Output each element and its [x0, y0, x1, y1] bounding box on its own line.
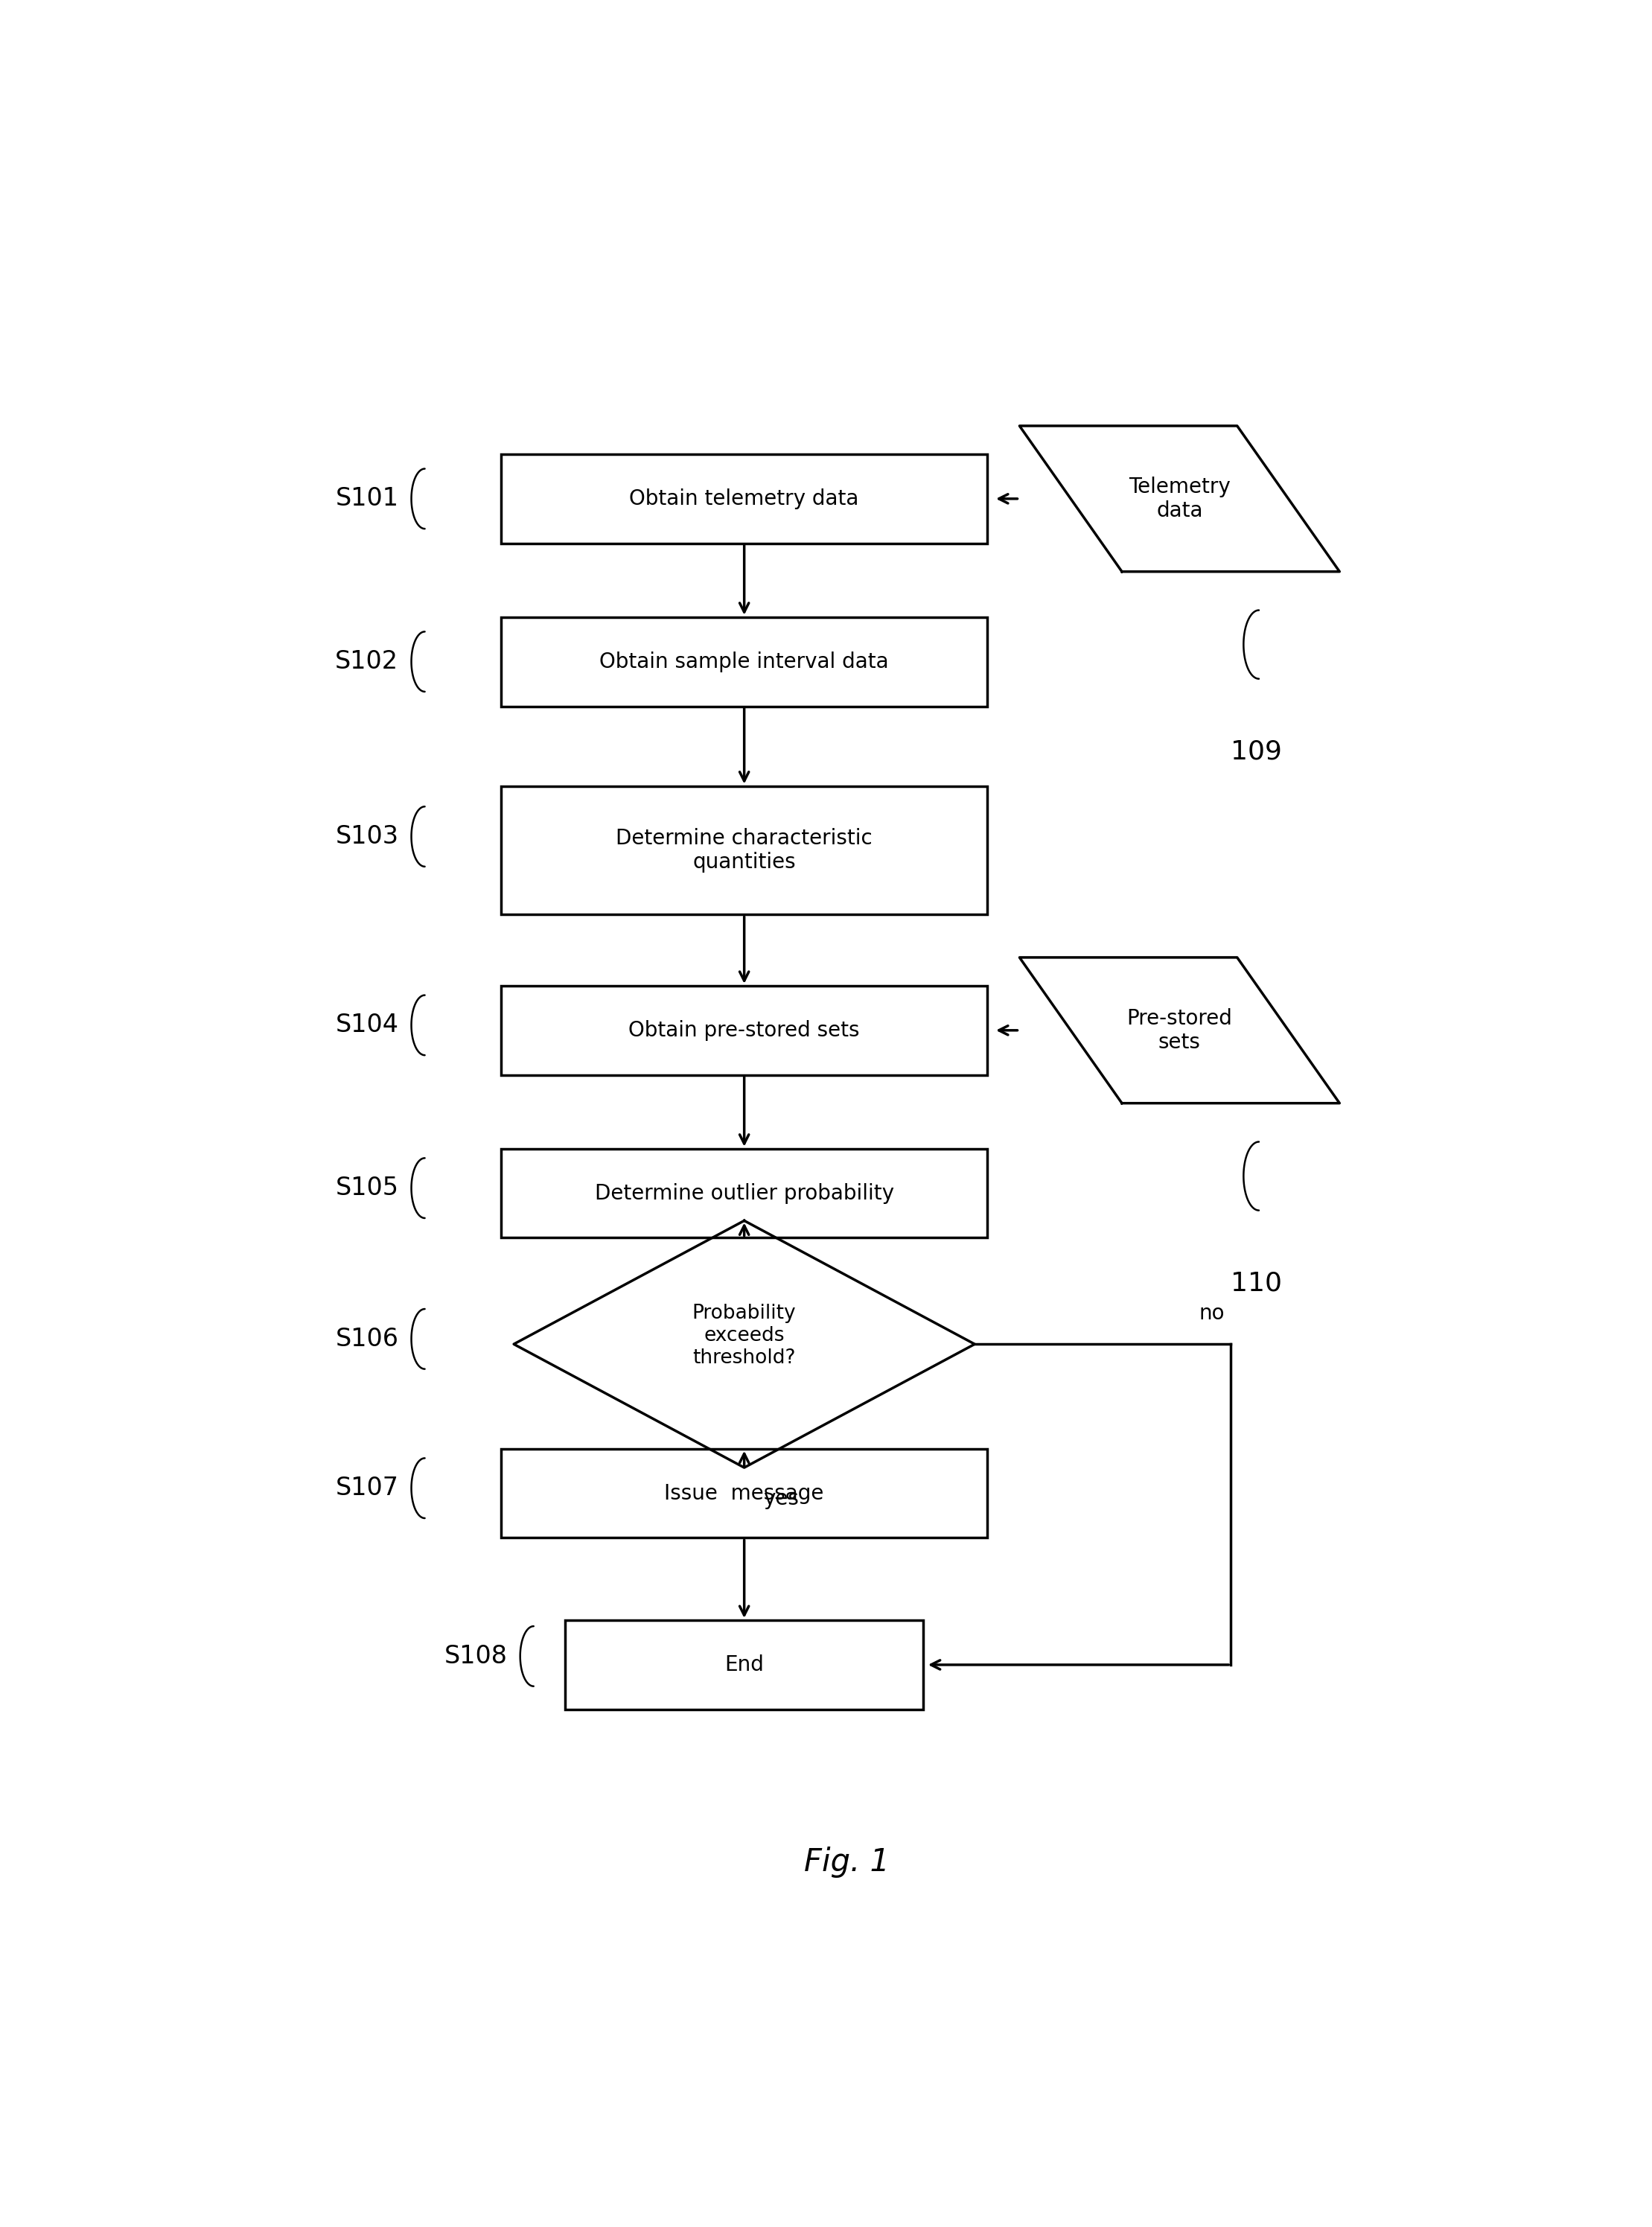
Text: Pre-stored
sets: Pre-stored sets	[1127, 1009, 1232, 1053]
Text: End: End	[725, 1655, 763, 1675]
Text: S106: S106	[335, 1327, 398, 1352]
Bar	[501, 786, 988, 915]
Text: Telemetry
data: Telemetry data	[1128, 477, 1231, 521]
Text: S101: S101	[335, 485, 398, 510]
Text: Obtain telemetry data: Obtain telemetry data	[629, 488, 859, 510]
Bar	[501, 1149, 988, 1238]
Text: Determine outlier probability: Determine outlier probability	[595, 1183, 894, 1203]
Text: 110: 110	[1231, 1269, 1282, 1296]
Text: no: no	[1199, 1303, 1224, 1323]
Text: yes: yes	[763, 1488, 800, 1510]
Text: S103: S103	[335, 824, 398, 848]
Text: 109: 109	[1231, 739, 1282, 764]
Bar	[501, 1450, 988, 1539]
Text: Issue  message: Issue message	[664, 1483, 824, 1503]
Text: Obtain pre-stored sets: Obtain pre-stored sets	[629, 1020, 859, 1040]
Text: Obtain sample interval data: Obtain sample interval data	[600, 650, 889, 673]
Bar	[565, 1621, 923, 1710]
Text: S105: S105	[335, 1176, 398, 1200]
Text: Probability
exceeds
threshold?: Probability exceeds threshold?	[692, 1303, 796, 1367]
Bar	[501, 617, 988, 706]
Text: Determine characteristic
quantities: Determine characteristic quantities	[616, 828, 872, 873]
Text: Fig. 1: Fig. 1	[805, 1846, 889, 1877]
Bar	[501, 987, 988, 1076]
Text: S107: S107	[335, 1477, 398, 1501]
Text: S108: S108	[444, 1644, 507, 1668]
Text: S104: S104	[335, 1013, 398, 1038]
Text: S102: S102	[335, 650, 398, 675]
Bar	[501, 454, 988, 543]
